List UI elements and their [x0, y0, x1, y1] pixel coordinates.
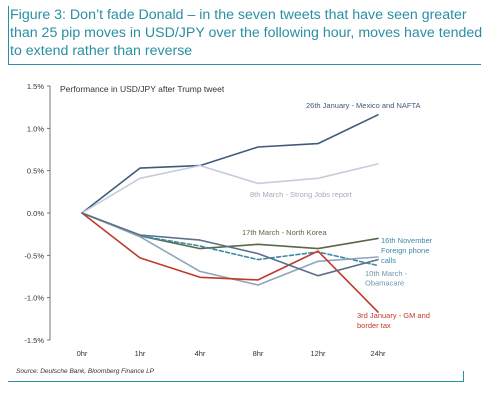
x-tick-label: 0hr — [77, 349, 88, 358]
series-label: 3rd January - GM and — [357, 311, 430, 320]
y-tick-label: 1.5% — [27, 82, 44, 91]
series-label: 16th November — [381, 236, 433, 245]
series-line — [81, 163, 379, 214]
y-tick-label: 1.0% — [27, 124, 44, 133]
y-tick-label: -1.5% — [24, 336, 44, 345]
y-tick-label: 0.5% — [27, 167, 44, 176]
series-label: calls — [381, 256, 396, 265]
x-tick-label: 8hr — [253, 349, 264, 358]
series-line — [81, 212, 379, 286]
y-tick-label: -0.5% — [24, 251, 44, 260]
series-line — [81, 212, 379, 267]
title-left-rule — [8, 6, 9, 64]
series-label: Foreign phone — [381, 246, 429, 255]
series-line — [81, 212, 379, 313]
series-label: 10th March - — [365, 269, 408, 278]
series-label: 26th January - Mexico and NAFTA — [306, 101, 421, 110]
x-tick-label: 4hr — [195, 349, 206, 358]
series-line — [81, 114, 379, 214]
figure-title: Figure 3: Don’t fade Donald – in the sev… — [10, 7, 483, 59]
series-label: border tax — [357, 321, 391, 330]
bottom-rule — [8, 381, 464, 382]
bottom-tick — [463, 371, 464, 382]
title-divider — [8, 64, 481, 65]
series-line — [81, 212, 379, 277]
x-tick-label: 1hr — [135, 349, 146, 358]
y-tick-label: 0.0% — [27, 209, 44, 218]
y-tick-label: -1.0% — [24, 294, 44, 303]
series-label: 8th March - Strong Jobs report — [250, 190, 353, 199]
chart-title: Performance in USD/JPY after Trump tweet — [60, 84, 225, 94]
series-label: Obamacare — [365, 279, 404, 288]
x-tick-label: 24hr — [370, 349, 386, 358]
series-label: 17th March - North Korea — [242, 228, 327, 237]
source-note: Source: Deutsche Bank, Bloomberg Finance… — [16, 368, 155, 375]
x-tick-label: 12hr — [310, 349, 326, 358]
